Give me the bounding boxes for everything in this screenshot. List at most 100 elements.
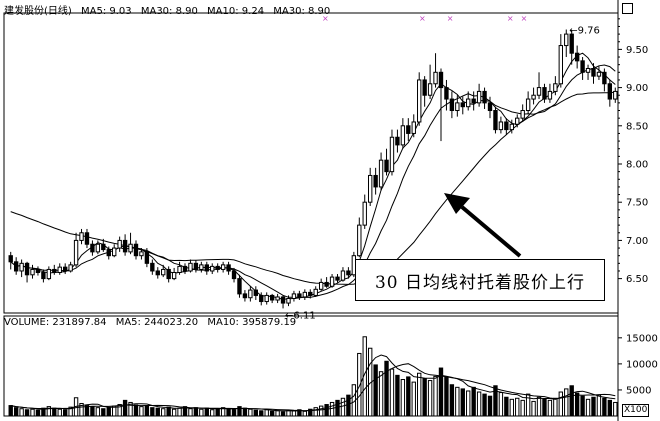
candle-body xyxy=(161,268,166,276)
candle-body xyxy=(591,67,596,77)
volume-bar xyxy=(215,408,220,417)
price-tick-label: 8.00 xyxy=(626,160,648,171)
candle-body xyxy=(35,268,41,274)
candle-body xyxy=(155,270,160,276)
candle-body xyxy=(580,60,585,73)
candle-body xyxy=(525,98,531,112)
candle-body xyxy=(607,83,613,100)
volume-bar xyxy=(602,397,607,417)
volume-bar xyxy=(340,397,346,417)
candle-body xyxy=(531,94,536,100)
volume-bar xyxy=(433,375,438,417)
candle-body xyxy=(52,268,57,274)
candle-body xyxy=(68,264,73,272)
signal-mark: × xyxy=(507,14,514,23)
volume-bar xyxy=(264,409,269,417)
volume-bar xyxy=(193,407,199,417)
volume-bar xyxy=(564,388,569,417)
candle-body xyxy=(90,243,95,253)
volume-bar xyxy=(35,409,41,417)
candle-body xyxy=(509,123,514,131)
candle-body xyxy=(46,268,52,280)
candle-body xyxy=(199,264,204,270)
volume-bar xyxy=(24,409,30,417)
volume-bar xyxy=(161,408,166,417)
volume-header: VOLUME: 231897.84 MA5: 244023.20 MA10: 3… xyxy=(4,317,302,328)
candle-body xyxy=(346,270,351,276)
volume-bar xyxy=(591,396,596,417)
volume-bar xyxy=(19,408,24,417)
volume-bar xyxy=(280,411,286,417)
price-header: 建发股份(日线) MA5: 9.03 MA30: 8.90 MA10: 9.24… xyxy=(4,2,336,17)
price-tick-label: 7.50 xyxy=(626,198,648,209)
candle-body xyxy=(62,266,68,272)
candle-body xyxy=(460,102,465,108)
candle-body xyxy=(487,102,493,112)
panel-toggle-icon[interactable] xyxy=(622,3,633,14)
volume-bar xyxy=(188,408,193,417)
candle-body xyxy=(84,232,90,245)
candle-body xyxy=(106,249,111,257)
candle-body xyxy=(324,281,329,287)
volume-bar xyxy=(57,408,62,417)
volume-bar xyxy=(438,367,444,417)
annotation-label: 30 日均线衬托着股价上行 xyxy=(355,259,605,301)
volume-bar xyxy=(460,388,465,417)
volume-bar xyxy=(308,408,313,417)
candle-body xyxy=(73,239,79,266)
candle-body xyxy=(215,265,220,270)
volume-bar xyxy=(150,407,155,417)
volume-bar xyxy=(182,406,188,417)
candle-body xyxy=(280,296,286,304)
candle-body xyxy=(553,83,558,92)
arrow-shaft xyxy=(460,205,522,258)
volume-bar xyxy=(166,406,171,417)
volume-bar xyxy=(79,402,84,417)
volume-bar xyxy=(117,404,122,417)
volume-bar xyxy=(237,406,242,417)
candle-body xyxy=(466,98,471,108)
volume-unit-label: X100 xyxy=(622,404,650,417)
candle-body xyxy=(362,201,367,226)
volume-bar xyxy=(406,376,411,417)
ma10-readout: MA10: 9.24 xyxy=(207,6,265,17)
volume-bar xyxy=(444,376,449,417)
volume-readout: VOLUME: 231897.84 xyxy=(4,317,107,328)
candle-body xyxy=(547,90,553,100)
candle-body xyxy=(482,90,487,104)
candle-body xyxy=(574,52,580,62)
volume-bar xyxy=(346,394,351,417)
candle-body xyxy=(242,293,248,299)
volume-bar xyxy=(455,386,460,417)
volume-bar xyxy=(90,406,95,417)
price-tick-label: 7.00 xyxy=(626,236,648,247)
volume-bar xyxy=(400,379,406,417)
volume-bar xyxy=(253,409,259,417)
candle-body xyxy=(504,121,509,131)
candle-body xyxy=(275,296,280,301)
volume-bar xyxy=(275,410,280,417)
volume-bar xyxy=(302,410,308,417)
volume-tick-label: 15000 xyxy=(626,333,658,344)
candle-body xyxy=(520,110,525,119)
ma10-line xyxy=(10,64,616,298)
candle-body xyxy=(313,288,318,296)
candle-body xyxy=(384,159,389,173)
candle-body xyxy=(8,255,13,263)
volume-bar xyxy=(248,408,253,417)
volume-bar xyxy=(542,398,547,417)
candle-body xyxy=(498,121,504,131)
candle-body xyxy=(318,281,324,290)
candle-body xyxy=(444,87,449,100)
volume-bar xyxy=(493,385,498,417)
candle-body xyxy=(79,232,84,241)
candle-body xyxy=(150,262,155,272)
candle-body xyxy=(264,294,269,303)
candle-body xyxy=(95,243,101,253)
volume-bar xyxy=(547,399,553,417)
signal-mark: × xyxy=(419,14,426,23)
volume-bar xyxy=(580,395,585,417)
candle-body xyxy=(204,264,209,272)
volume-bar xyxy=(482,393,487,417)
